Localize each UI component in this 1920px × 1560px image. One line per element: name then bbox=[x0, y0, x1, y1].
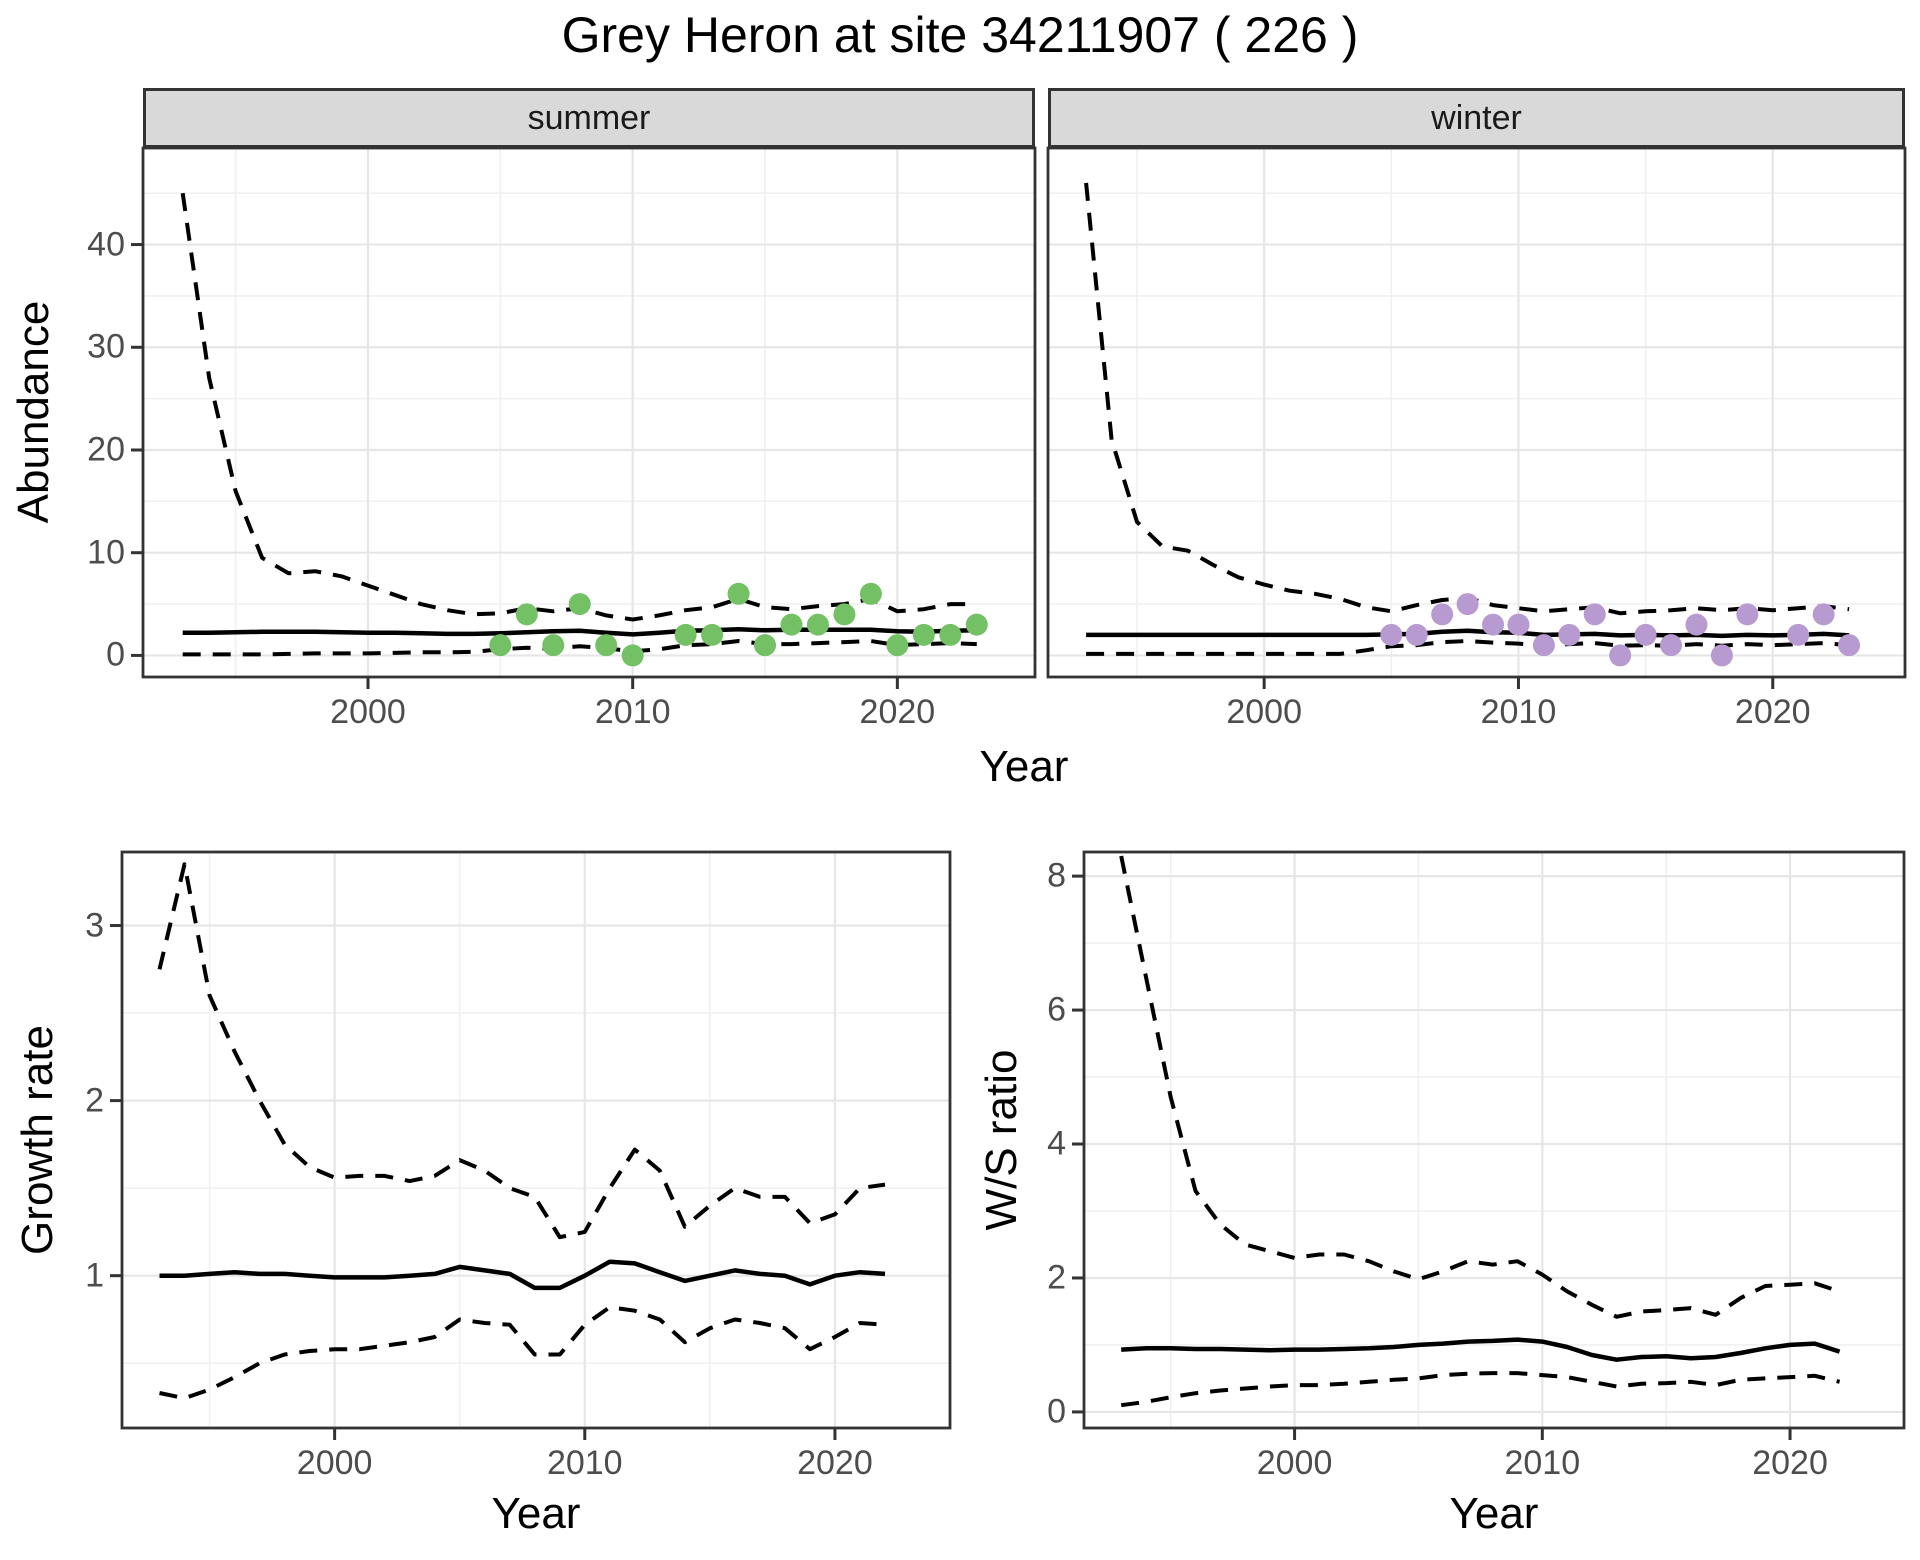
panel-growth-rate bbox=[110, 850, 952, 1440]
data-point-observed-counts-winter bbox=[1482, 613, 1505, 636]
facet-strip-winter: winter bbox=[1048, 88, 1905, 148]
data-point-observed-counts-summer bbox=[621, 644, 644, 667]
panel-border bbox=[1082, 850, 1906, 1430]
data-point-observed-counts-summer bbox=[833, 603, 856, 626]
data-point-observed-counts-summer bbox=[886, 634, 909, 657]
data-point-observed-counts-winter bbox=[1609, 644, 1632, 667]
y-tick-label: 2 bbox=[85, 1081, 104, 1120]
x-axis-title-year-top: Year bbox=[979, 742, 1069, 791]
data-point-observed-counts-winter bbox=[1812, 603, 1835, 626]
y-tick-label: 0 bbox=[106, 635, 125, 674]
data-point-observed-counts-winter bbox=[1634, 623, 1657, 646]
series-upper_95ci bbox=[1119, 855, 1841, 1319]
data-point-observed-counts-winter bbox=[1558, 623, 1581, 646]
data-point-observed-counts-winter bbox=[1380, 623, 1403, 646]
chart-title: Grey Heron at site 34211907 ( 226 ) bbox=[561, 7, 1359, 63]
data-point-observed-counts-summer bbox=[754, 634, 777, 657]
data-point-observed-counts-winter bbox=[1431, 603, 1454, 626]
y-tick-label: 40 bbox=[87, 225, 125, 264]
data-point-observed-counts-summer bbox=[674, 623, 697, 646]
panel-ws-ratio bbox=[1072, 850, 1906, 1440]
data-point-observed-counts-summer bbox=[912, 623, 935, 646]
data-point-observed-counts-summer bbox=[515, 603, 538, 626]
facet-strip-summer: summer bbox=[143, 88, 1035, 148]
y-tick-label: 10 bbox=[87, 533, 125, 572]
panel-abundance-summer bbox=[131, 146, 1037, 689]
series-lower_95ci bbox=[159, 1305, 886, 1401]
x-tick-label: 2020 bbox=[797, 1444, 873, 1482]
data-point-observed-counts-winter bbox=[1405, 623, 1428, 646]
y-tick-label: 8 bbox=[1047, 856, 1066, 895]
series-lower_95ci bbox=[1120, 1371, 1841, 1408]
series-mean bbox=[159, 1259, 886, 1291]
panel-border bbox=[141, 146, 1037, 679]
y-tick-label: 4 bbox=[1047, 1124, 1066, 1163]
panel-border bbox=[1046, 146, 1907, 679]
x-axis-title-year-growth: Year bbox=[491, 1489, 581, 1538]
series-upper_95ci bbox=[157, 862, 886, 1240]
y-tick-label: 2 bbox=[1047, 1258, 1066, 1297]
series-lower_95ci bbox=[182, 639, 977, 657]
data-point-observed-counts-winter bbox=[1710, 644, 1733, 667]
x-axis-title-year-ws: Year bbox=[1449, 1489, 1539, 1538]
x-tick-label: 2010 bbox=[1480, 693, 1557, 731]
data-point-observed-counts-summer bbox=[939, 623, 962, 646]
x-tick-label: 2010 bbox=[1504, 1444, 1581, 1482]
panel-border bbox=[120, 850, 952, 1430]
y-tick-label: 3 bbox=[85, 906, 104, 945]
data-point-observed-counts-summer bbox=[489, 634, 512, 657]
y-tick-label: 0 bbox=[1047, 1392, 1066, 1431]
data-point-observed-counts-summer bbox=[595, 634, 618, 657]
y-tick-label: 6 bbox=[1047, 990, 1066, 1029]
data-point-observed-counts-winter bbox=[1736, 603, 1759, 626]
data-point-observed-counts-summer bbox=[568, 593, 591, 616]
data-point-observed-counts-summer bbox=[806, 613, 829, 636]
data-point-observed-counts-winter bbox=[1838, 634, 1861, 657]
data-point-observed-counts-winter bbox=[1532, 634, 1555, 657]
data-point-observed-counts-summer bbox=[859, 582, 882, 605]
x-tick-label: 2000 bbox=[296, 1444, 373, 1482]
x-tick-label: 2020 bbox=[1752, 1444, 1828, 1482]
series-mean bbox=[1086, 628, 1850, 639]
y-tick-label: 1 bbox=[85, 1256, 104, 1295]
x-tick-label: 2000 bbox=[1226, 693, 1302, 731]
data-point-observed-counts-winter bbox=[1787, 623, 1810, 646]
x-tick-label: 2020 bbox=[859, 693, 936, 731]
x-tick-label: 2010 bbox=[594, 693, 671, 731]
data-point-observed-counts-summer bbox=[965, 613, 988, 636]
y-tick-label: 20 bbox=[87, 430, 125, 469]
data-point-observed-counts-summer bbox=[727, 582, 750, 605]
panel-abundance-winter bbox=[1046, 146, 1907, 689]
data-point-observed-counts-winter bbox=[1660, 634, 1683, 657]
x-tick-label: 2000 bbox=[1256, 1444, 1333, 1482]
data-point-observed-counts-winter bbox=[1507, 613, 1530, 636]
x-tick-label: 2010 bbox=[546, 1444, 623, 1482]
data-point-observed-counts-summer bbox=[780, 613, 803, 636]
y-tick-label: 30 bbox=[87, 327, 125, 366]
data-point-observed-counts-winter bbox=[1685, 613, 1708, 636]
x-tick-label: 2000 bbox=[330, 693, 406, 731]
data-point-observed-counts-summer bbox=[701, 623, 724, 646]
facet-strip-winter-label: winter bbox=[1431, 98, 1522, 137]
facet-strip-summer-label: summer bbox=[527, 98, 651, 137]
series-mean bbox=[1121, 1337, 1841, 1362]
data-point-observed-counts-winter bbox=[1456, 593, 1479, 616]
x-tick-label: 2020 bbox=[1734, 693, 1811, 731]
data-point-observed-counts-winter bbox=[1583, 603, 1606, 626]
series-mean bbox=[182, 626, 977, 637]
data-point-observed-counts-summer bbox=[542, 634, 565, 657]
